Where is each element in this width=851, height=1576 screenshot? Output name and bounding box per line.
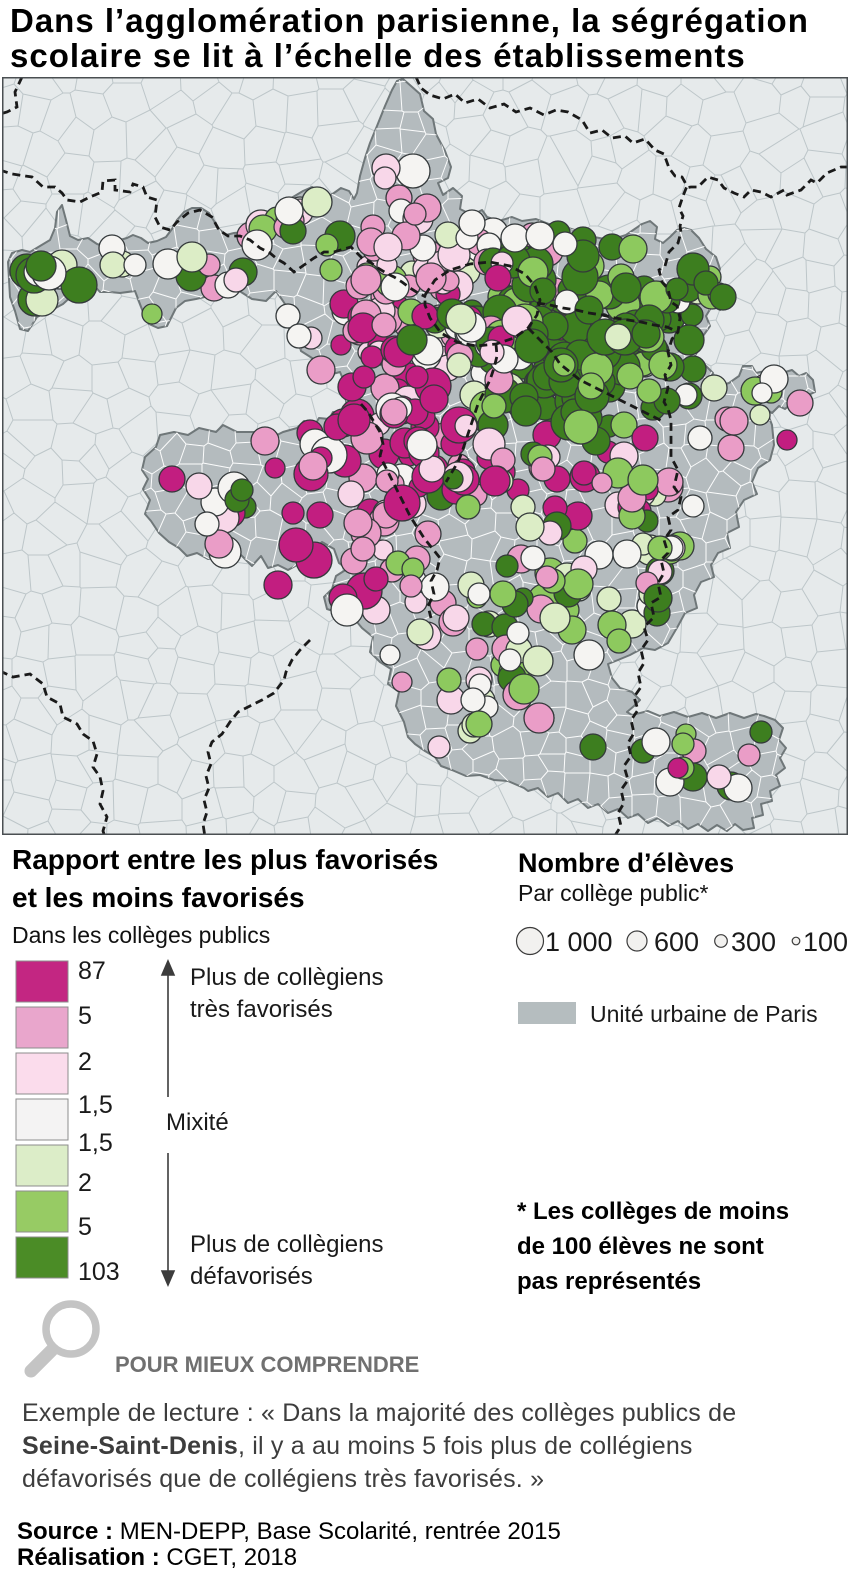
- svg-text:1 000: 1 000: [545, 927, 613, 957]
- svg-text:1,5: 1,5: [78, 1091, 113, 1119]
- svg-text:5: 5: [78, 1213, 92, 1241]
- svg-text:600: 600: [654, 927, 699, 957]
- svg-text:2: 2: [78, 1169, 92, 1197]
- svg-text:300: 300: [731, 927, 776, 957]
- svg-text:2: 2: [78, 1048, 92, 1076]
- svg-text:103: 103: [78, 1258, 120, 1286]
- svg-text:5: 5: [78, 1002, 92, 1030]
- svg-text:87: 87: [78, 957, 106, 985]
- svg-text:Unité urbaine de Paris: Unité urbaine de Paris: [590, 1001, 818, 1027]
- svg-text:1,5: 1,5: [78, 1129, 113, 1157]
- svg-text:100: 100: [803, 927, 848, 957]
